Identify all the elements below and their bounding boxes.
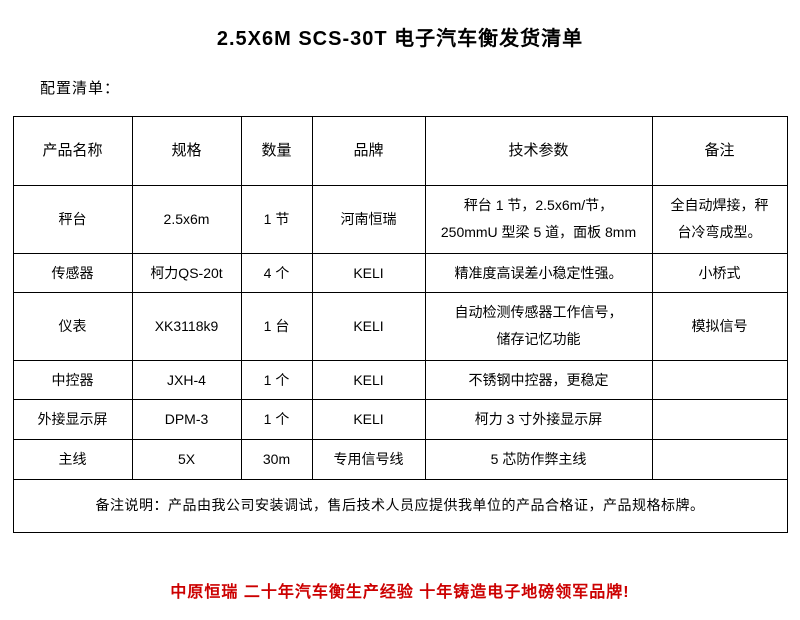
cell-brand: KELI [311,252,426,294]
cell-remark: 模拟信号 [651,292,788,361]
cell-brand: KELI [311,359,426,401]
cell-params-line1: 秤台 1 节，2.5x6m/节， [463,197,614,213]
cell-name: 主线 [12,438,133,480]
cell-name: 仪表 [12,292,133,361]
table-row: 传感器 柯力QS-20t 4 个 KELI 精准度高误差小稳定性强。 小桥式 [12,252,788,294]
cell-params: 秤台 1 节，2.5x6m/节， 250mmU 型梁 5 道，面板 8mm [424,185,653,254]
cell-params-line1: 自动检测传感器工作信号， [454,304,623,321]
table-header-row: 产品名称 规格 数量 品牌 技术参数 备注 [12,116,788,186]
cell-remark-line2: 台冷弯成型。 [677,224,762,241]
cell-remark [651,438,788,480]
cell-remark-line1: 全自动焊接，秤 [670,197,769,213]
cell-remark: 小桥式 [651,252,788,294]
cell-params-line2: 储存记忆功能 [496,331,581,348]
cell-remark [651,399,788,440]
column-header-name: 产品名称 [12,116,133,186]
cell-spec: XK3118k9 [131,292,242,361]
document-page: 2.5X6M SCS-30T 电子汽车衡发货清单 配置清单： 产品名称 规格 数… [0,22,800,620]
cell-remark: 全自动焊接，秤 台冷弯成型。 [651,185,788,254]
cell-name: 传感器 [12,252,133,294]
cell-name: 秤台 [12,185,133,254]
cell-name: 中控器 [12,359,133,401]
cell-qty: 1 台 [240,292,313,361]
cell-params: 不锈钢中控器，更稳定 [424,359,653,401]
column-header-brand: 品牌 [311,116,426,186]
cell-qty: 1 个 [240,399,313,440]
cell-qty: 30m [240,438,313,480]
cell-brand: 河南恒瑞 [311,185,426,254]
cell-spec: 柯力QS-20t [131,252,242,294]
cell-brand: 专用信号线 [311,438,426,480]
cell-brand: KELI [311,292,426,361]
spec-table: 产品名称 规格 数量 品牌 技术参数 备注 秤台 2.5x6m 1 节 河南恒瑞… [12,116,788,533]
cell-qty: 1 节 [240,185,313,254]
config-list-label: 配置清单： [40,80,121,97]
cell-name: 外接显示屏 [12,399,133,440]
cell-qty: 4 个 [240,252,313,294]
table-row: 主线 5X 30m 专用信号线 5 芯防作弊主线 [12,438,788,480]
cell-params: 精准度高误差小稳定性强。 [424,252,653,294]
table-note-row: 备注说明：产品由我公司安装调试，售后技术人员应提供我单位的产品合格证，产品规格标… [12,478,788,533]
cell-spec: DPM-3 [131,399,242,440]
page-title: 2.5X6M SCS-30T 电子汽车衡发货清单 [216,28,584,50]
column-header-spec: 规格 [131,116,242,186]
cell-qty: 1 个 [240,359,313,401]
column-header-remark: 备注 [651,116,788,186]
column-header-params: 技术参数 [424,116,653,186]
table-row: 外接显示屏 DPM-3 1 个 KELI 柯力 3 寸外接显示屏 [12,399,788,440]
cell-spec: JXH-4 [131,359,242,401]
cell-spec: 2.5x6m [131,185,242,254]
cell-remark [651,359,788,401]
footer-slogan: 中原恒瑞 二十年汽车衡生产经验 十年铸造电子地磅领军品牌! [170,584,630,601]
note-text: 备注说明：产品由我公司安装调试，售后技术人员应提供我单位的产品合格证，产品规格标… [12,478,788,533]
cell-params: 5 芯防作弊主线 [424,438,653,480]
table-row: 中控器 JXH-4 1 个 KELI 不锈钢中控器，更稳定 [12,359,788,401]
table-row: 仪表 XK3118k9 1 台 KELI 自动检测传感器工作信号， 储存记忆功能… [12,292,788,361]
column-header-qty: 数量 [240,116,313,186]
cell-brand: KELI [311,399,426,440]
cell-params-line2: 250mmU 型梁 5 道，面板 8mm [440,224,637,241]
table-row: 秤台 2.5x6m 1 节 河南恒瑞 秤台 1 节，2.5x6m/节， 250m… [12,185,788,254]
cell-params: 柯力 3 寸外接显示屏 [424,399,653,440]
cell-spec: 5X [131,438,242,480]
cell-params: 自动检测传感器工作信号， 储存记忆功能 [424,292,653,361]
